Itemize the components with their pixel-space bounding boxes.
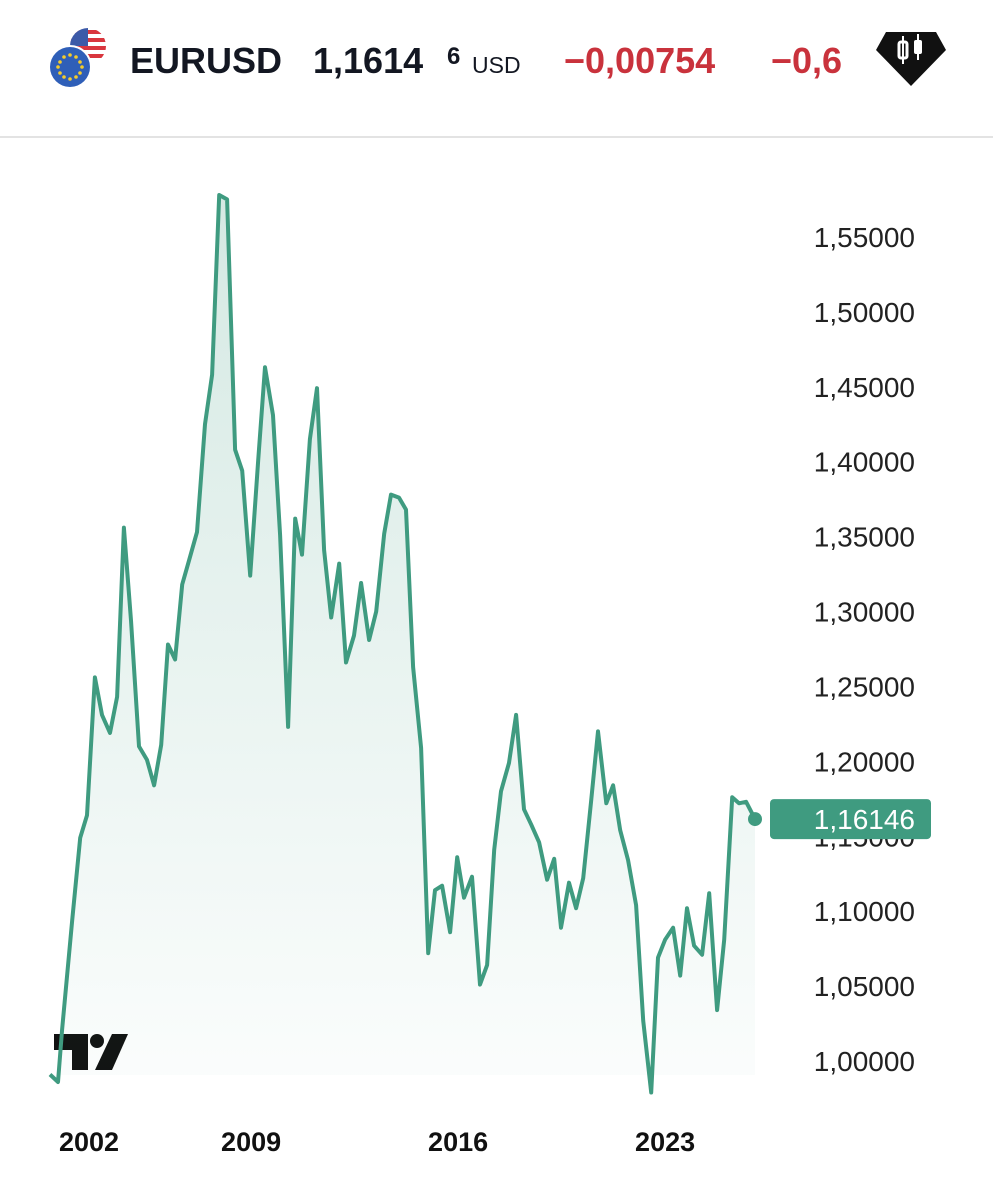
x-tick-label: 2016 — [428, 1127, 488, 1157]
y-tick-label: 1,50000 — [814, 297, 915, 328]
area-fill — [50, 195, 755, 1093]
y-tick-label: 1,10000 — [814, 896, 915, 927]
symbol: EURUSD — [130, 40, 282, 81]
price-last-digit: 6 — [447, 43, 460, 70]
y-tick-label: 1,35000 — [814, 522, 915, 553]
x-tick-label: 2009 — [221, 1127, 281, 1157]
y-tick-label: 1,05000 — [814, 971, 915, 1002]
price-badge — [770, 799, 931, 840]
currency: USD — [472, 52, 521, 78]
x-tick-label: 2002 — [59, 1127, 119, 1157]
header: EURUSD 1,1614 6 USD −0,00754 −0,6 — [48, 27, 946, 89]
chart-style-icon[interactable] — [876, 32, 946, 86]
price-badge-label: 1,16146 — [814, 804, 915, 835]
y-tick-label: 1,00000 — [814, 1046, 915, 1077]
price: 1,1614 — [313, 40, 423, 81]
price-line — [48, 193, 757, 1095]
y-tick-label: 1,25000 — [814, 671, 915, 702]
currency-flags — [48, 27, 107, 89]
plot: 1,000001,050001,100001,150001,200001,250… — [48, 193, 931, 1157]
change-percent: −0,6 — [771, 40, 842, 81]
y-tick-label: 1,30000 — [814, 597, 915, 628]
y-tick-label: 1,40000 — [814, 447, 915, 478]
y-tick-label: 1,55000 — [814, 222, 915, 253]
y-tick-label: 1,45000 — [814, 372, 915, 403]
x-tick-label: 2023 — [635, 1127, 695, 1157]
y-tick-label: 1,20000 — [814, 746, 915, 777]
last-point — [748, 812, 762, 827]
change: −0,00754 — [564, 40, 715, 81]
